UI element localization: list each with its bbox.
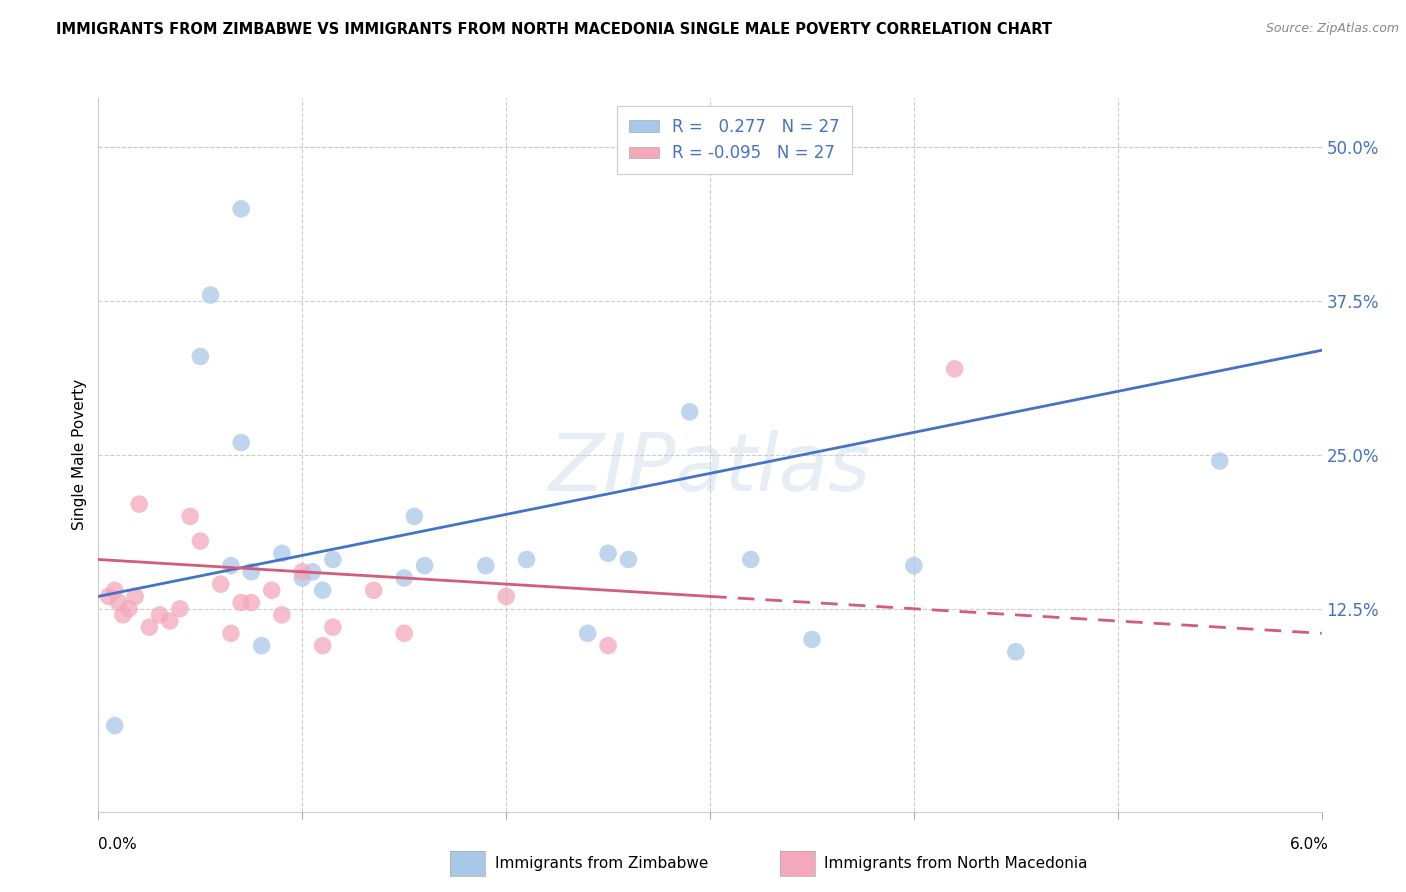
Point bbox=[250, 639, 273, 653]
Point bbox=[124, 590, 146, 604]
Point bbox=[108, 596, 131, 610]
Point bbox=[801, 632, 824, 647]
Point bbox=[291, 571, 314, 585]
Point bbox=[392, 571, 416, 585]
Text: ZIPatlas: ZIPatlas bbox=[548, 430, 872, 508]
Point bbox=[413, 558, 436, 573]
Point bbox=[474, 558, 498, 573]
Point bbox=[678, 405, 700, 419]
Point bbox=[200, 288, 222, 302]
Point bbox=[311, 583, 335, 598]
Text: Source: ZipAtlas.com: Source: ZipAtlas.com bbox=[1265, 22, 1399, 36]
Point bbox=[188, 534, 211, 549]
Point bbox=[270, 546, 292, 560]
Y-axis label: Single Male Poverty: Single Male Poverty bbox=[72, 379, 87, 531]
Point bbox=[260, 583, 283, 598]
Point bbox=[943, 361, 966, 376]
Point bbox=[159, 614, 181, 628]
Point bbox=[240, 596, 263, 610]
Point bbox=[111, 607, 134, 622]
Point bbox=[576, 626, 599, 640]
Point bbox=[118, 601, 141, 615]
Point bbox=[596, 639, 619, 653]
Text: IMMIGRANTS FROM ZIMBABWE VS IMMIGRANTS FROM NORTH MACEDONIA SINGLE MALE POVERTY : IMMIGRANTS FROM ZIMBABWE VS IMMIGRANTS F… bbox=[56, 22, 1052, 37]
Point bbox=[1004, 645, 1026, 659]
Point bbox=[740, 552, 762, 566]
Point bbox=[104, 718, 127, 732]
Point bbox=[240, 565, 263, 579]
Point bbox=[495, 590, 517, 604]
Text: Immigrants from North Macedonia: Immigrants from North Macedonia bbox=[824, 856, 1087, 871]
Point bbox=[311, 639, 335, 653]
Point bbox=[301, 565, 323, 579]
Point bbox=[169, 601, 191, 615]
Point bbox=[128, 497, 150, 511]
Point bbox=[188, 350, 211, 364]
Point bbox=[229, 202, 253, 216]
Point bbox=[617, 552, 640, 566]
Point bbox=[104, 583, 127, 598]
Point bbox=[149, 607, 172, 622]
Point bbox=[97, 590, 120, 604]
Point bbox=[515, 552, 537, 566]
Point bbox=[392, 626, 416, 640]
Point bbox=[179, 509, 201, 524]
Legend: R =   0.277   N = 27, R = -0.095   N = 27: R = 0.277 N = 27, R = -0.095 N = 27 bbox=[617, 106, 852, 174]
Point bbox=[322, 552, 344, 566]
Point bbox=[363, 583, 385, 598]
Point bbox=[229, 596, 253, 610]
Point bbox=[1208, 454, 1230, 468]
Point bbox=[270, 607, 292, 622]
Text: Immigrants from Zimbabwe: Immigrants from Zimbabwe bbox=[495, 856, 709, 871]
Point bbox=[596, 546, 619, 560]
Point bbox=[219, 626, 242, 640]
Point bbox=[138, 620, 160, 634]
Point bbox=[229, 435, 253, 450]
Point bbox=[219, 558, 242, 573]
Point bbox=[322, 620, 344, 634]
Point bbox=[209, 577, 232, 591]
Text: 6.0%: 6.0% bbox=[1289, 837, 1329, 852]
Point bbox=[903, 558, 925, 573]
Text: 0.0%: 0.0% bbox=[98, 837, 138, 852]
Point bbox=[404, 509, 426, 524]
Point bbox=[291, 565, 314, 579]
